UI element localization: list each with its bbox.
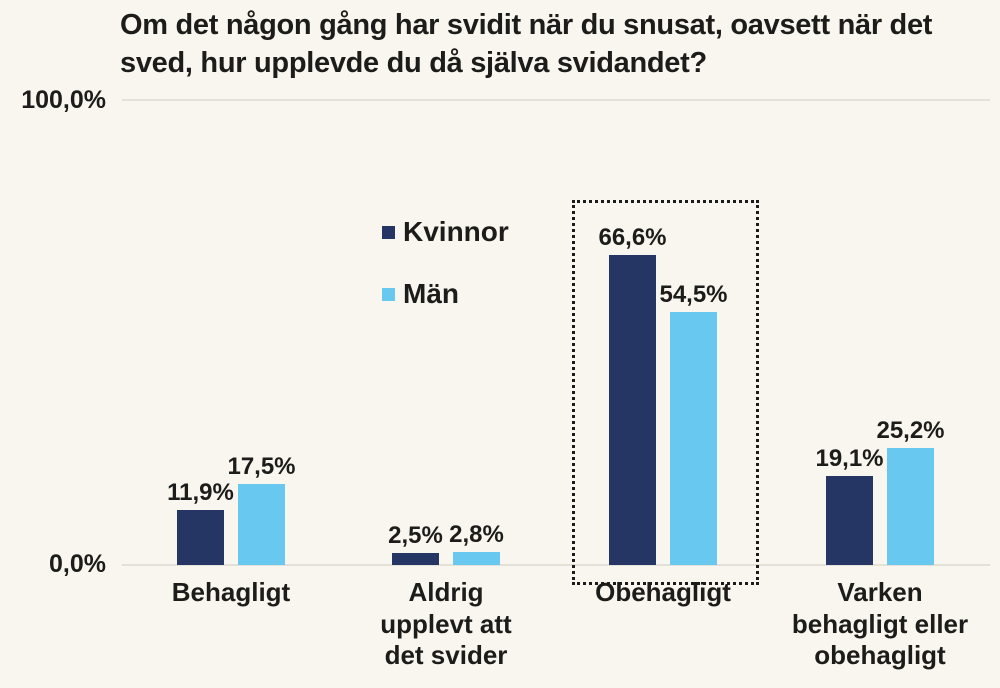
bar-män-4 xyxy=(887,448,934,565)
category-label-2: Aldrig upplevt att det svider xyxy=(380,577,512,671)
gridline-100-percent xyxy=(122,99,990,101)
legend-item-kvinnor: Kvinnor xyxy=(382,216,509,248)
bar-män-1 xyxy=(238,484,285,565)
y-axis-label-0: 0,0% xyxy=(49,550,106,578)
legend-swatch-kvinnor xyxy=(382,225,395,239)
category-label-4: Varken behagligt eller obehagligt xyxy=(791,577,969,671)
bar-kvinnor-1 xyxy=(177,510,224,565)
value-label-kvinnor-4: 19,1% xyxy=(815,445,884,472)
chart-title: Om det någon gång har svidit när du snus… xyxy=(120,9,933,80)
value-label-män-3: 54,5% xyxy=(659,281,728,308)
bar-kvinnor-2 xyxy=(392,553,439,565)
y-axis-label-100: 100,0% xyxy=(21,86,106,114)
value-label-män-1: 17,5% xyxy=(227,453,296,480)
highlight-box-obehagligt xyxy=(572,200,759,585)
value-label-män-2: 2,8% xyxy=(449,521,504,548)
bar-kvinnor-4 xyxy=(826,476,873,565)
legend-item-man: Män xyxy=(382,278,459,310)
bar-män-2 xyxy=(453,552,500,565)
legend-label-kvinnor: Kvinnor xyxy=(403,216,509,247)
bar-män-3 xyxy=(670,312,717,565)
value-label-kvinnor-3: 66,6% xyxy=(598,224,667,251)
value-label-män-4: 25,2% xyxy=(876,417,945,444)
gridline-0-percent xyxy=(122,564,990,566)
value-label-kvinnor-1: 11,9% xyxy=(167,479,234,506)
value-label-kvinnor-2: 2,5% xyxy=(388,522,443,549)
legend-swatch-man xyxy=(382,287,395,301)
legend-label-man: Män xyxy=(403,278,459,309)
category-label-1: Behagligt xyxy=(171,577,291,607)
bar-kvinnor-3 xyxy=(609,255,656,565)
category-label-3: Obehagligt xyxy=(595,577,731,607)
